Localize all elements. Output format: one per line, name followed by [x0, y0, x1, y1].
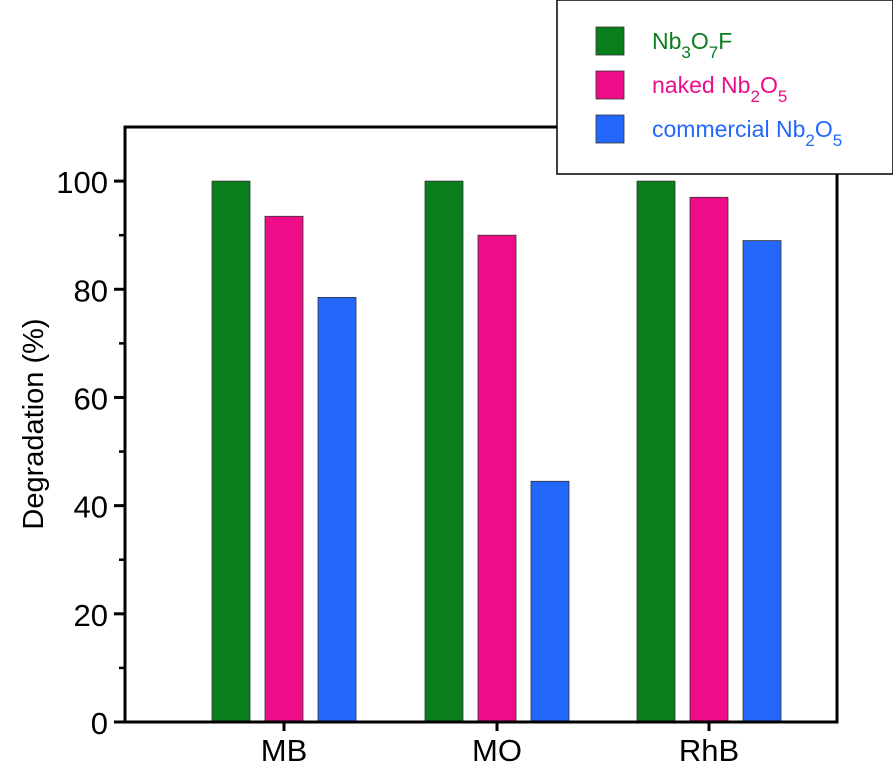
y-tick-label: 100 — [56, 165, 108, 200]
plot-frame — [123, 125, 839, 724]
bar-mo-series-3 — [530, 480, 570, 723]
bar-mo-series-2 — [477, 234, 517, 723]
x-tick-label-mo: MO — [472, 733, 522, 768]
legend-swatch-2 — [595, 70, 625, 100]
legend-swatch-1 — [595, 26, 625, 56]
y-tick-label: 0 — [91, 706, 108, 741]
x-tick-label-mb: MB — [261, 733, 308, 768]
legend-swatch-3 — [595, 114, 625, 144]
bar-mb-series-1 — [211, 180, 251, 723]
y-axis-label: Degradation (%) — [18, 318, 50, 529]
bar-mb-series-2 — [264, 215, 304, 723]
bar-mb-series-3 — [317, 296, 357, 723]
legend-label-3: commercial Nb2O5 — [652, 116, 842, 150]
bar-rhb-series-1 — [636, 180, 676, 723]
legend-label-2: naked Nb2O5 — [652, 72, 787, 106]
x-tick-labels: MB MO RhB — [261, 733, 739, 768]
legend: Nb3O7F naked Nb2O5 commercial Nb2O5 — [556, 0, 893, 175]
y-tick-labels: 0 20 40 60 80 100 — [56, 165, 108, 741]
y-tick-label: 20 — [74, 598, 108, 633]
y-tick-label: 80 — [74, 273, 108, 308]
bar-rhb-series-3 — [742, 240, 782, 723]
x-tick-label-rhb: RhB — [679, 733, 739, 768]
bar-rhb-series-2 — [689, 196, 729, 723]
bar-mo-series-1 — [424, 180, 464, 723]
y-tick-label: 40 — [74, 490, 108, 525]
legend-label-1: Nb3O7F — [652, 28, 732, 62]
y-tick-label: 60 — [74, 381, 108, 416]
axis-ticks — [114, 179, 711, 731]
bars-group — [211, 180, 782, 723]
